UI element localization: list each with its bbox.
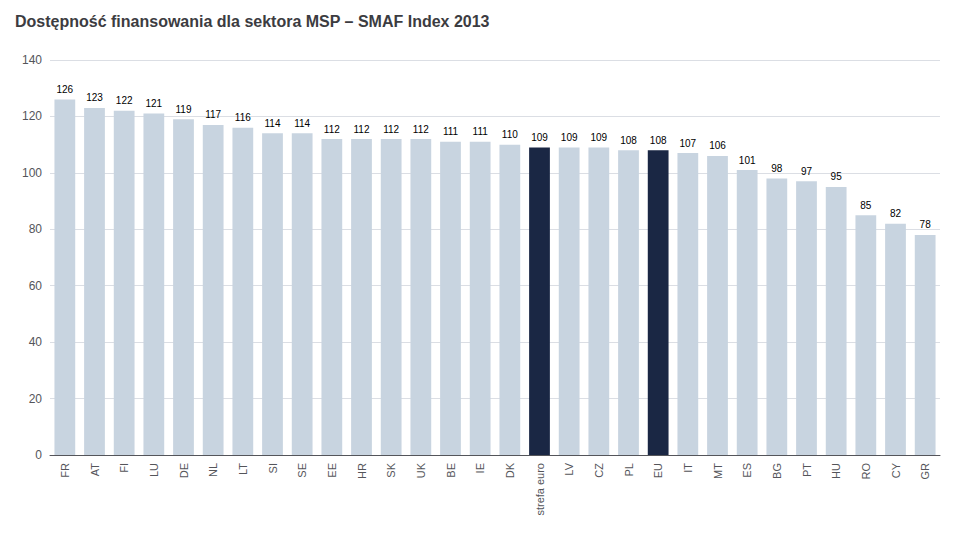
- svg-text:109: 109: [531, 132, 548, 143]
- svg-text:112: 112: [354, 124, 370, 135]
- svg-text:107: 107: [679, 138, 696, 149]
- svg-text:IE: IE: [474, 463, 486, 473]
- svg-text:120: 120: [22, 109, 42, 123]
- svg-text:116: 116: [235, 112, 251, 123]
- svg-text:111: 111: [443, 126, 459, 137]
- svg-text:strefa euro: strefa euro: [534, 463, 546, 516]
- svg-text:126: 126: [56, 84, 73, 95]
- svg-text:LT: LT: [237, 463, 249, 475]
- svg-text:100: 100: [22, 166, 42, 180]
- svg-text:UK: UK: [415, 462, 427, 478]
- svg-text:97: 97: [801, 166, 813, 177]
- svg-text:111: 111: [473, 126, 489, 137]
- svg-text:SI: SI: [267, 463, 279, 473]
- svg-text:AT: AT: [89, 463, 101, 477]
- svg-text:95: 95: [831, 171, 843, 182]
- svg-text:85: 85: [860, 200, 872, 211]
- svg-text:114: 114: [265, 118, 281, 129]
- svg-text:HU: HU: [830, 463, 842, 479]
- svg-text:PT: PT: [801, 463, 813, 477]
- svg-text:82: 82: [890, 208, 902, 219]
- svg-text:40: 40: [29, 335, 43, 349]
- svg-text:IT: IT: [682, 463, 694, 473]
- svg-text:FI: FI: [118, 463, 130, 473]
- svg-text:LV: LV: [563, 462, 575, 475]
- svg-text:NL: NL: [207, 463, 219, 477]
- svg-text:GR: GR: [919, 463, 931, 480]
- svg-text:80: 80: [29, 222, 43, 236]
- svg-text:EE: EE: [326, 463, 338, 478]
- svg-text:110: 110: [502, 129, 518, 140]
- svg-text:MT: MT: [712, 463, 724, 479]
- svg-text:98: 98: [771, 163, 783, 174]
- svg-text:108: 108: [650, 135, 667, 146]
- svg-text:106: 106: [709, 140, 726, 151]
- svg-text:114: 114: [294, 118, 310, 129]
- svg-text:DE: DE: [178, 463, 190, 478]
- svg-text:109: 109: [590, 132, 607, 143]
- svg-text:60: 60: [29, 279, 43, 293]
- svg-text:BE: BE: [445, 463, 457, 478]
- svg-text:123: 123: [86, 92, 103, 103]
- svg-text:101: 101: [739, 155, 756, 166]
- svg-text:112: 112: [324, 124, 340, 135]
- svg-text:109: 109: [561, 132, 578, 143]
- svg-text:EU: EU: [652, 463, 664, 478]
- svg-text:140: 140: [22, 53, 42, 67]
- svg-text:121: 121: [145, 98, 162, 109]
- svg-text:ES: ES: [741, 463, 753, 478]
- svg-text:HR: HR: [356, 463, 368, 479]
- svg-text:Dostępność finansowania dla se: Dostępność finansowania dla sektora MSP …: [15, 13, 490, 30]
- svg-text:CY: CY: [890, 462, 902, 478]
- svg-text:LU: LU: [148, 463, 160, 477]
- svg-text:PL: PL: [623, 463, 635, 476]
- svg-text:RO: RO: [860, 463, 872, 480]
- svg-text:SK: SK: [385, 462, 397, 477]
- svg-text:BG: BG: [771, 463, 783, 479]
- svg-text:119: 119: [176, 104, 192, 115]
- svg-text:CZ: CZ: [593, 463, 605, 478]
- svg-text:78: 78: [920, 219, 932, 230]
- svg-text:0: 0: [35, 448, 42, 462]
- svg-text:112: 112: [383, 124, 399, 135]
- svg-text:20: 20: [29, 392, 43, 406]
- svg-text:117: 117: [205, 109, 221, 120]
- svg-text:112: 112: [413, 124, 429, 135]
- svg-text:DK: DK: [504, 462, 516, 478]
- svg-text:FR: FR: [59, 463, 71, 478]
- svg-text:108: 108: [620, 135, 637, 146]
- svg-text:122: 122: [116, 95, 133, 106]
- svg-text:SE: SE: [296, 463, 308, 478]
